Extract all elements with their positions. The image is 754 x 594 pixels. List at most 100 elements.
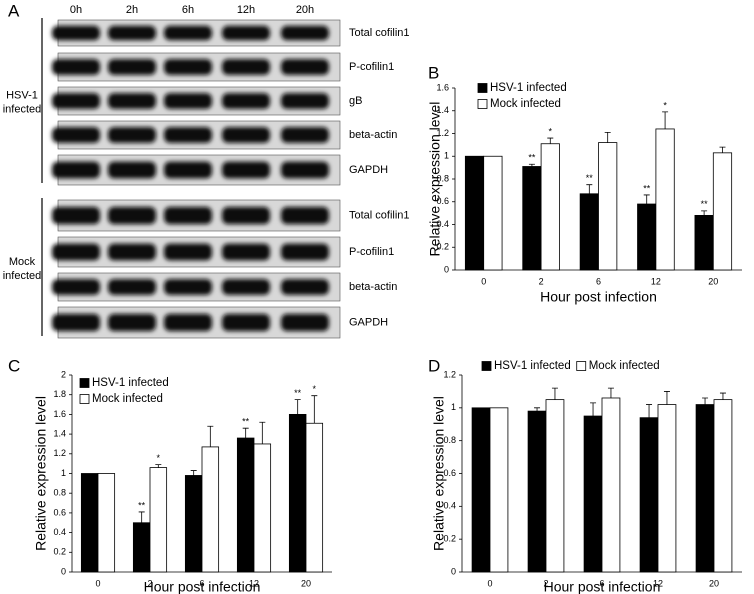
significance-label: * bbox=[157, 453, 161, 463]
y-axis-label: Relative expression level bbox=[33, 396, 49, 551]
x-tick-label: 2 bbox=[543, 578, 548, 588]
blot-band bbox=[222, 243, 270, 261]
blot-band bbox=[108, 25, 156, 41]
row-label: Total cofilin1 bbox=[349, 27, 410, 39]
bar bbox=[464, 155, 485, 271]
x-tick-label: 2 bbox=[539, 276, 544, 286]
error-bar bbox=[551, 387, 558, 400]
significance-label: ** bbox=[138, 500, 146, 510]
blot-band bbox=[52, 161, 100, 179]
blot-band bbox=[108, 313, 156, 332]
y-tick-label: 1 bbox=[61, 468, 66, 478]
significance-label: * bbox=[663, 100, 667, 110]
legend-label: HSV-1 infected bbox=[490, 82, 567, 94]
significance-label: * bbox=[313, 384, 317, 394]
panel-letter: D bbox=[428, 356, 440, 375]
row-label: Total cofilin1 bbox=[349, 209, 410, 221]
error-bar bbox=[528, 163, 535, 167]
legend-label: Mock infected bbox=[490, 98, 561, 110]
bar bbox=[201, 446, 220, 573]
y-tick-label: 0.4 bbox=[443, 501, 456, 511]
blot-band bbox=[164, 279, 212, 295]
blot-band bbox=[222, 161, 270, 179]
x-tick-label: 12 bbox=[249, 578, 259, 588]
y-tick-label: 1.4 bbox=[436, 105, 449, 115]
x-tick-label: 6 bbox=[596, 276, 601, 286]
blot-band bbox=[281, 243, 329, 261]
blot-band bbox=[281, 206, 329, 225]
group-label: Mock infected bbox=[3, 256, 42, 282]
error-bar bbox=[138, 511, 145, 523]
legend-swatch bbox=[79, 378, 90, 388]
error-bar bbox=[719, 392, 726, 400]
blot-band bbox=[222, 206, 270, 225]
bar bbox=[132, 522, 151, 573]
significance-label: ** bbox=[528, 153, 536, 163]
error-bar bbox=[242, 427, 249, 439]
blot-band bbox=[222, 25, 270, 41]
blot-band bbox=[108, 279, 156, 295]
row-label: GAPDH bbox=[349, 164, 388, 176]
blot-band bbox=[281, 59, 329, 75]
y-tick-label: 0 bbox=[451, 566, 456, 576]
y-tick-label: 1.4 bbox=[53, 428, 66, 438]
bar bbox=[579, 193, 599, 271]
blot-band bbox=[281, 313, 329, 332]
blot-band bbox=[164, 127, 212, 143]
blot-band bbox=[108, 206, 156, 225]
legend-label: HSV-1 infected bbox=[494, 360, 571, 372]
error-bar bbox=[662, 111, 669, 129]
bar bbox=[695, 404, 715, 573]
blot-band bbox=[164, 313, 212, 332]
x-tick-label: 0 bbox=[487, 578, 492, 588]
bar bbox=[712, 152, 733, 271]
legend-swatch bbox=[79, 394, 90, 404]
blot-band bbox=[164, 161, 212, 179]
bar bbox=[288, 413, 307, 573]
bar bbox=[236, 437, 255, 573]
y-tick-label: 1.8 bbox=[53, 389, 66, 399]
blot-band bbox=[52, 313, 100, 332]
x-axis-label: Hour post infection bbox=[544, 579, 661, 594]
bar bbox=[540, 143, 560, 271]
time-label: 12h bbox=[237, 4, 255, 16]
y-tick-label: 0.2 bbox=[443, 534, 456, 544]
x-tick-label: 6 bbox=[599, 578, 604, 588]
y-tick-label: 0.6 bbox=[53, 507, 66, 517]
y-tick-label: 0 bbox=[61, 566, 66, 576]
error-bar bbox=[719, 146, 726, 153]
x-tick-label: 2 bbox=[147, 578, 152, 588]
bar bbox=[483, 155, 503, 271]
error-bar bbox=[190, 470, 197, 476]
error-bar bbox=[586, 184, 593, 194]
y-tick-label: 0.8 bbox=[443, 435, 456, 445]
error-bar bbox=[590, 402, 597, 417]
legend-label: Mock infected bbox=[92, 393, 163, 405]
blot-band bbox=[108, 161, 156, 179]
y-tick-label: 1.2 bbox=[53, 448, 66, 458]
legend-swatch bbox=[477, 99, 488, 109]
group-label-line: HSV-1 bbox=[6, 89, 38, 101]
y-tick-label: 0.4 bbox=[436, 219, 449, 229]
row-label: gB bbox=[349, 95, 362, 107]
blot-band bbox=[52, 243, 100, 261]
bar bbox=[598, 142, 618, 271]
bar bbox=[253, 443, 272, 573]
y-tick-label: 1.6 bbox=[53, 409, 66, 419]
panel-letter: A bbox=[8, 1, 20, 20]
error-bar bbox=[207, 425, 214, 447]
legend-swatch bbox=[576, 361, 587, 371]
blot-band bbox=[281, 93, 329, 109]
time-label: 6h bbox=[182, 4, 194, 16]
x-tick-label: 20 bbox=[709, 578, 719, 588]
error-bar bbox=[604, 131, 611, 143]
bar bbox=[97, 473, 116, 573]
blot-band bbox=[222, 59, 270, 75]
y-tick-label: 1.2 bbox=[436, 128, 449, 138]
y-tick-label: 1.2 bbox=[443, 369, 456, 379]
row-label: beta-actin bbox=[349, 129, 397, 141]
significance-label: ** bbox=[242, 417, 250, 427]
error-bar bbox=[702, 397, 709, 405]
blot-band bbox=[281, 25, 329, 41]
row-label: beta-actin bbox=[349, 281, 397, 293]
